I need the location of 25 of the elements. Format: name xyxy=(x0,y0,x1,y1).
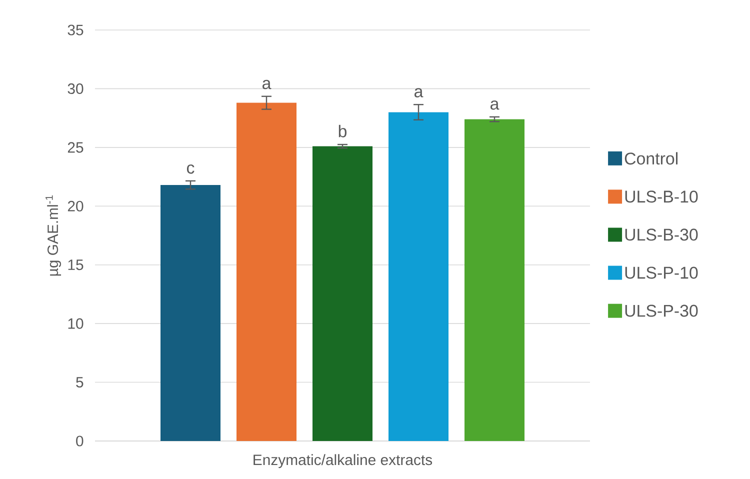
y-tick-label: 0 xyxy=(76,436,84,446)
legend-label: Control xyxy=(624,152,678,165)
y-tick-label: 15 xyxy=(68,260,84,270)
bar xyxy=(312,146,373,441)
bar xyxy=(388,112,449,441)
data-label: a xyxy=(262,80,272,90)
bar xyxy=(160,185,220,441)
bar xyxy=(464,119,525,441)
y-axis-title: µg GAE.ml$^{-1}$ xyxy=(46,195,62,276)
x-tick-label: Enzymatic/alkaline extracts xyxy=(254,454,432,468)
data-label: c xyxy=(186,164,194,174)
y-tick-label: 30 xyxy=(68,83,84,94)
y-tick-label: 10 xyxy=(68,318,84,329)
y-tick-label: 5 xyxy=(76,377,84,388)
legend-label: ULS-B-30 xyxy=(625,228,698,241)
data-label: b xyxy=(338,124,346,138)
bar xyxy=(236,102,297,441)
y-tick-label: 35 xyxy=(68,24,84,36)
legend-label: ULS-B-10 xyxy=(625,190,698,203)
y-tick-label: 20 xyxy=(68,200,84,212)
legend-label: ULS-P-10 xyxy=(625,266,698,279)
data-label: a xyxy=(414,88,424,98)
y-tick-label: 25 xyxy=(68,142,84,153)
data-label: a xyxy=(490,100,500,110)
legend-label: ULS-P-30 xyxy=(625,304,698,317)
